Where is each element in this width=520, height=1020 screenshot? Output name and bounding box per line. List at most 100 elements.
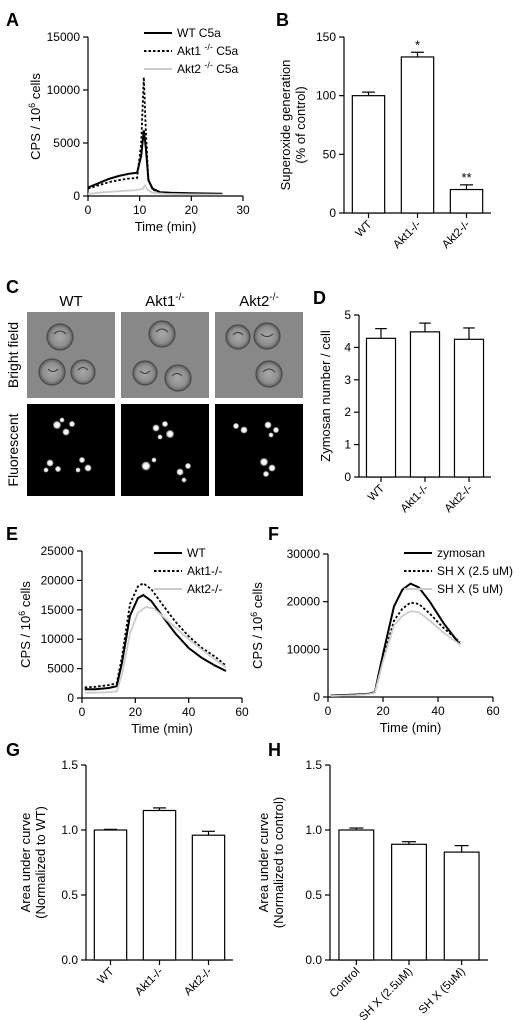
panel-F-legend-label-0: zymosan [437, 546, 485, 560]
panel-H-category-label-0: Control [328, 966, 363, 1001]
panel-B-y-tick-label: 100 [316, 89, 336, 103]
panel-G-ylabel: Area under curve(Normalized to WT) [18, 806, 48, 919]
panel-D-y-tick-label: 4 [344, 340, 351, 354]
panel-D-y-tick-label: 2 [344, 405, 351, 419]
micrograph-column-label-wt: WT [59, 293, 82, 310]
panel-H-y-tick-label: 0.0 [305, 953, 322, 967]
panel-F-x-tick-label: 20 [376, 704, 390, 718]
fluorescent-image-akt2 [215, 404, 303, 496]
panel-F-letter: F [268, 524, 279, 544]
panel-F-legend-label-2: SH X (5 uM) [437, 582, 503, 596]
micrograph-row-label-fluorescent: Fluorescent [5, 413, 21, 486]
panel-E-legend-label-2: Akt2-/- [187, 582, 222, 596]
panel-B-y-tick-label: 0 [329, 206, 336, 220]
panel-A-series-line-0 [87, 130, 223, 195]
micrograph-panel: C WT Akt1-/- Akt2-/- Bright field Fluore… [5, 277, 303, 496]
panel-F-series-line-2 [330, 610, 461, 697]
panel-H-ylabel: Area under curve(Normalized to control) [256, 797, 286, 929]
panel-B-bar-chart: B 0 50 100 150 Superoxide generation(% of con… [276, 10, 491, 251]
panel-E-y-tick-label: 0 [67, 691, 74, 705]
panel-G-bar-0 [93, 829, 128, 961]
panel-D-y-tick-label: 1 [344, 438, 351, 452]
panel-B-bar-1 [400, 56, 435, 214]
panel-D-bar-1 [409, 331, 441, 478]
panel-D-category-label-0: WT [366, 483, 387, 504]
panel-B-category-label-0: WT [353, 219, 374, 240]
panel-F-x-tick-label: 40 [431, 704, 445, 718]
panel-F-x-tick-label: 60 [486, 704, 500, 718]
panel-B-letter: B [276, 10, 289, 30]
panel-F-y-tick-label: 10000 [287, 642, 321, 656]
panel-H-category-label-2: SH X (5uM) [417, 966, 468, 1017]
panel-G-bar-1 [142, 809, 177, 961]
panel-B-category-label-1: Akt1-/- [391, 219, 424, 252]
panel-A-y-tick-label: 5000 [53, 136, 80, 150]
panel-E-y-tick-label: 5000 [47, 662, 74, 676]
panel-E-legend-label-1: Akt1-/- [187, 564, 222, 578]
panel-G-y-tick-label: 0.0 [61, 953, 78, 967]
fluorescent-image-akt1 [121, 404, 209, 496]
panel-A-xlabel: Time (min) [135, 219, 197, 234]
panel-G-category-label-0: WT [95, 966, 116, 987]
panel-A-ylabel: CPS / 106 cells [27, 73, 43, 160]
panel-E-series-line-1 [84, 582, 227, 689]
panel-F-series-line-0 [330, 582, 461, 697]
panel-F-x-tick-label: 0 [325, 704, 332, 718]
panel-H-y-tick-label: 1.5 [305, 758, 322, 772]
panel-G-y-tick-label: 1.0 [61, 823, 78, 837]
panel-A-x-tick-label: 20 [185, 203, 199, 217]
panel-A-y-tick-label: 10000 [47, 83, 81, 97]
panel-D-category-label-2: Akt2-/- [443, 483, 476, 516]
micrograph-column-label-akt2: Akt2-/- [239, 292, 278, 310]
panel-F-y-tick-label: 30000 [287, 547, 321, 561]
panel-E-legend-label-0: WT [187, 546, 206, 560]
panel-E-x-tick-label: 60 [235, 705, 249, 719]
micrograph-column-label-akt1: Akt1-/- [145, 292, 184, 310]
panel-D-category-label-1: Akt1-/- [399, 483, 432, 516]
panel-E-xlabel: Time (min) [131, 721, 193, 736]
panel-G-bar-chart: G 0.0 0.5 1.0 1.5 Area under curve(Normalized… [6, 740, 233, 998]
panel-D-letter: D [313, 288, 326, 308]
bright-field-image-akt2 [215, 312, 303, 398]
panel-H-bar-2 [443, 851, 480, 961]
panel-B-significance-2: ** [461, 170, 471, 185]
panel-H-y-tick-label: 0.5 [305, 888, 322, 902]
panel-H-bar-1 [391, 843, 427, 961]
fluorescent-image-wt [27, 404, 115, 496]
panel-A-y-tick-label: 0 [73, 189, 80, 203]
panel-E-y-tick-label: 25000 [41, 544, 75, 558]
panel-G-bar-2 [191, 834, 226, 961]
panel-D-y-tick-label: 0 [344, 470, 351, 484]
panel-H-y-tick-label: 1.0 [305, 823, 322, 837]
panel-A-legend-label-1: Akt1 -/- C5a [177, 42, 239, 58]
panel-A-letter: A [6, 10, 19, 30]
panel-B-category-label-2: Akt2-/- [440, 219, 473, 252]
panel-D-bar-0 [365, 337, 397, 478]
panel-G-category-label-2: Akt2-/- [182, 966, 215, 999]
panel-G-category-label-1: Akt1-/- [133, 966, 166, 999]
panel-F-y-tick-label: 20000 [287, 595, 321, 609]
panel-D-bar-2 [453, 338, 485, 478]
panel-D-y-tick-label: 3 [344, 373, 351, 387]
panel-F-y-tick-label: 0 [313, 690, 320, 704]
panel-B-ylabel: Superoxide generation(% of control) [278, 60, 308, 191]
panel-F-legend-label-1: SH X (2.5 uM) [437, 564, 513, 578]
panel-G-letter: G [6, 740, 20, 760]
panel-F-ylabel: CPS / 106 cells [249, 582, 265, 669]
panel-B-significance-1: * [415, 37, 420, 52]
panel-E-y-tick-label: 20000 [41, 573, 75, 587]
bright-field-image-akt1 [121, 312, 209, 398]
panel-H-letter: H [268, 740, 281, 760]
panel-H-bar-chart: H 0.0 0.5 1.0 1.5 Area under curve(Normalized… [256, 740, 488, 1020]
panel-A-series-line-1 [87, 77, 223, 195]
panel-A-x-tick-label: 10 [133, 203, 147, 217]
panel-G-y-tick-label: 0.5 [61, 888, 78, 902]
panel-E-x-tick-label: 0 [79, 705, 86, 719]
panel-E-y-tick-label: 10000 [41, 632, 75, 646]
panel-F-line-chart: F 0 10000 20000 30000 0 20 40 60 Time (min) CPS / … [249, 524, 513, 735]
panel-D-ylabel: Zymosan number / cell [318, 330, 333, 462]
panel-A-legend-label-2: Akt2 -/- C5a [177, 60, 239, 76]
panel-D-y-tick-label: 5 [344, 308, 351, 322]
